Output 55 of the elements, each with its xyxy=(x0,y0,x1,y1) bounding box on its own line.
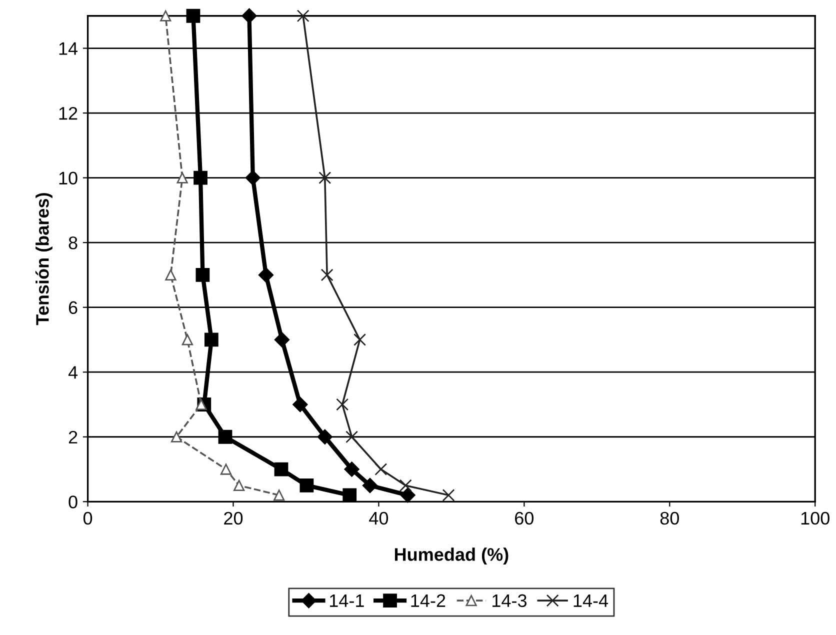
x-tick-label: 40 xyxy=(369,512,388,525)
y-tick-label: 12 xyxy=(59,106,78,120)
x-tick-label: 100 xyxy=(801,512,830,525)
y-tick-label: 4 xyxy=(68,366,78,379)
legend-label: 14-3 xyxy=(492,594,527,608)
point xyxy=(274,332,290,348)
legend-label: 14-4 xyxy=(574,594,608,607)
point xyxy=(204,332,218,347)
x-tick-label: 0 xyxy=(83,512,92,525)
y-tick-label: 8 xyxy=(68,236,78,250)
point xyxy=(300,478,314,492)
point xyxy=(194,170,208,185)
point xyxy=(245,170,260,186)
point xyxy=(274,490,285,501)
point xyxy=(258,267,274,283)
x-tick-label: 20 xyxy=(224,512,243,525)
point xyxy=(196,268,210,282)
point xyxy=(186,8,200,23)
point xyxy=(318,172,332,184)
point xyxy=(165,269,176,281)
point xyxy=(176,172,188,184)
point xyxy=(196,398,207,410)
legend-label: 14-2 xyxy=(411,594,446,607)
y-tick-label: 0 xyxy=(68,496,78,508)
y-axis-title: Tensión (bares) xyxy=(35,193,52,326)
point xyxy=(292,396,308,412)
point xyxy=(442,488,455,502)
y-tick-label: 2 xyxy=(68,430,78,444)
point xyxy=(400,488,416,503)
point xyxy=(346,430,358,444)
x-axis-title: Humedad (%) xyxy=(394,548,508,564)
point xyxy=(362,478,378,494)
legend-label: 14-1 xyxy=(330,594,364,607)
point xyxy=(234,480,245,492)
point xyxy=(160,10,172,22)
x-tick-label: 80 xyxy=(660,512,679,525)
point xyxy=(170,431,182,442)
point xyxy=(336,398,349,411)
point xyxy=(274,462,288,476)
point xyxy=(242,8,257,24)
point xyxy=(344,462,360,477)
x-tick-label: 60 xyxy=(515,512,534,525)
point xyxy=(182,334,193,346)
point xyxy=(218,430,232,444)
point xyxy=(220,464,232,475)
point xyxy=(296,10,310,22)
point xyxy=(354,333,366,346)
y-tick-label: 10 xyxy=(59,172,78,185)
point xyxy=(374,463,388,476)
point xyxy=(317,429,332,444)
point xyxy=(342,488,357,502)
point xyxy=(320,268,334,282)
point xyxy=(399,479,412,492)
y-tick-label: 14 xyxy=(59,42,78,55)
y-tick-label: 6 xyxy=(68,301,78,314)
